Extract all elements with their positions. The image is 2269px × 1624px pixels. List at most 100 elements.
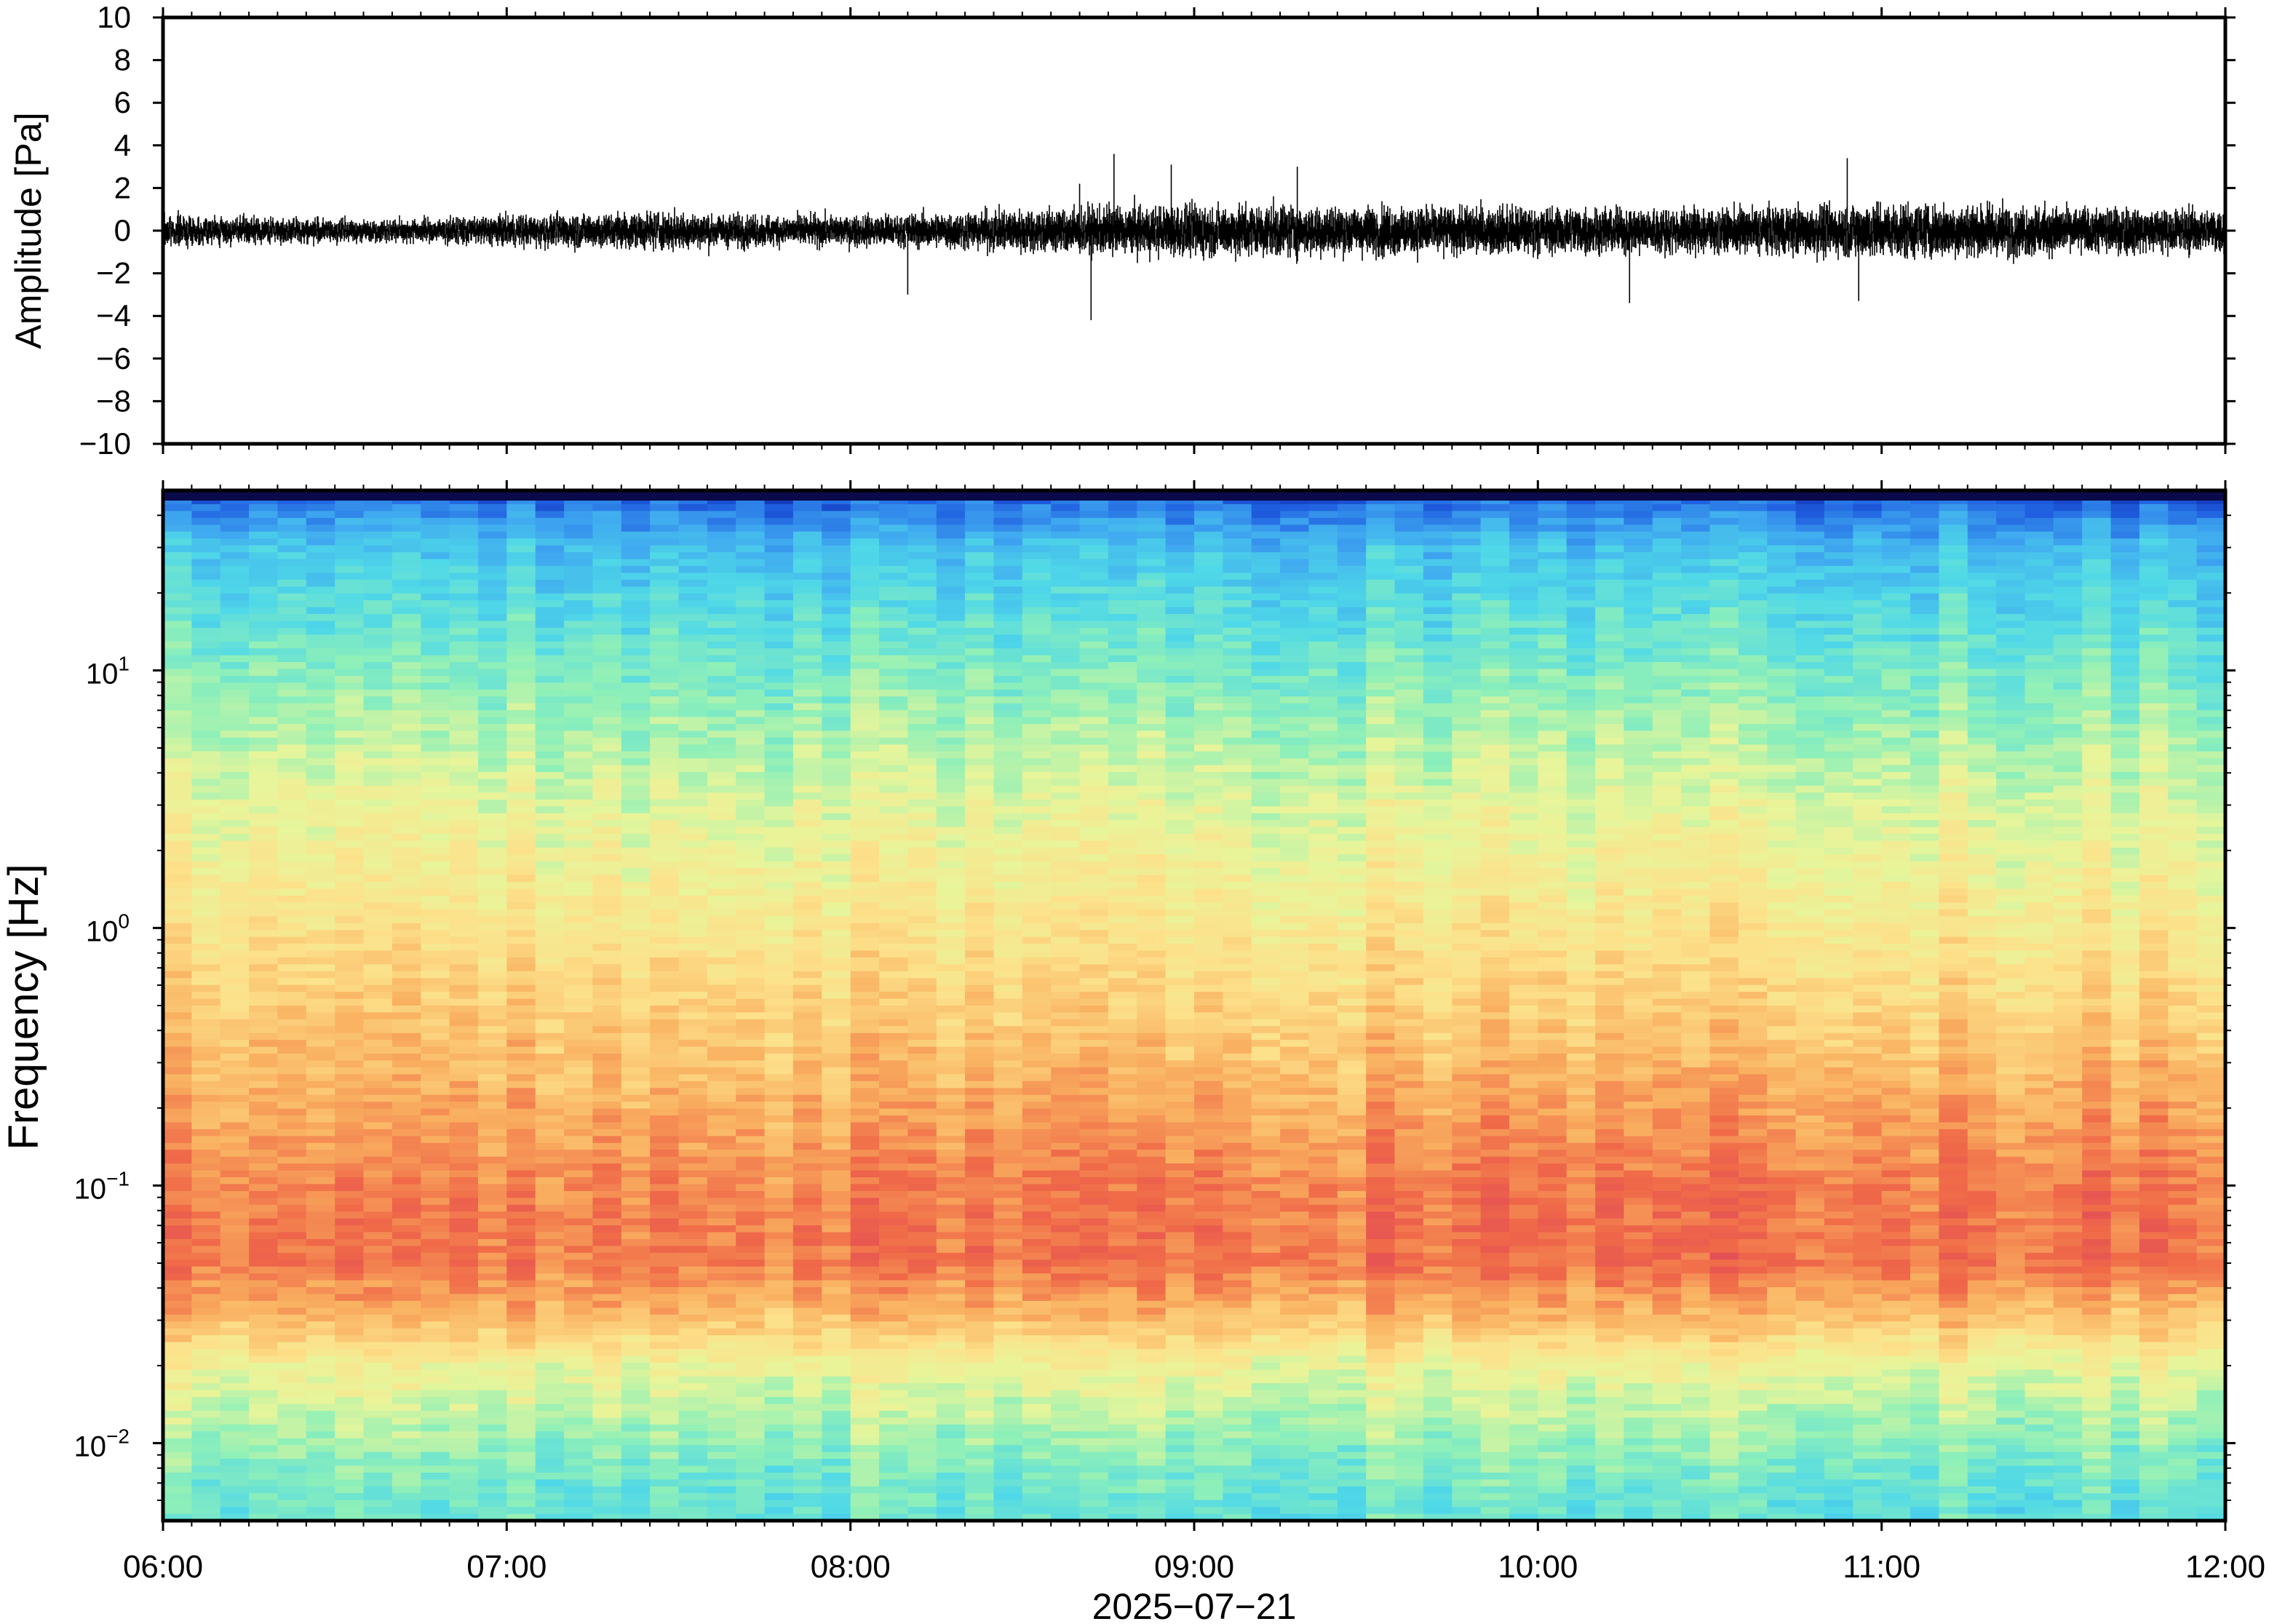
- spectrogram-cell: [191, 675, 221, 684]
- spectrogram-cell: [535, 888, 565, 896]
- spectrogram-cell: [249, 1349, 279, 1357]
- spectrogram-cell: [564, 538, 594, 546]
- spectrogram-cell: [879, 785, 909, 794]
- spectrogram-cell: [306, 1424, 335, 1432]
- spectrogram-cell: [965, 1438, 995, 1446]
- spectrogram-cell: [792, 1438, 823, 1446]
- spectrogram-cell: [736, 1184, 766, 1192]
- spectrogram-cell: [965, 1156, 995, 1164]
- spectrogram-cell: [220, 1163, 250, 1171]
- amplitude-y-tick-label: −6: [96, 341, 131, 375]
- spectrogram-cell: [936, 1122, 966, 1130]
- spectrogram-cell: [965, 655, 995, 663]
- spectrogram-cell: [707, 1472, 737, 1481]
- spectrogram-cell: [879, 964, 909, 972]
- spectrogram-cell: [621, 1431, 651, 1439]
- spectrogram-cell: [220, 758, 250, 766]
- spectrogram-cell: [220, 1019, 250, 1027]
- spectrogram-cell: [535, 1054, 565, 1062]
- spectrogram-cell: [621, 1342, 651, 1350]
- spectrogram-cell: [850, 724, 880, 732]
- spectrogram-cell: [277, 634, 307, 642]
- spectrogram-cell: [879, 1445, 909, 1453]
- spectrogram-cell: [678, 1012, 708, 1020]
- spectrogram-cell: [736, 517, 766, 525]
- spectrogram-cell: [535, 1431, 565, 1439]
- spectrogram-cell: [707, 607, 737, 615]
- spectrogram-cell: [421, 1163, 450, 1171]
- spectrogram-cell: [564, 1259, 594, 1267]
- spectrogram-cell: [1051, 1424, 1081, 1432]
- spectrogram-cell: [850, 1404, 880, 1412]
- spectrogram-cell: [220, 930, 250, 938]
- spectrogram-cell: [879, 586, 909, 594]
- spectrogram-cell: [736, 710, 766, 718]
- spectrogram-cell: [277, 820, 307, 828]
- spectrogram-cell: [1022, 1190, 1052, 1199]
- spectrogram-cell: [907, 675, 937, 684]
- spectrogram-cell: [506, 1472, 536, 1481]
- spectrogram-cell: [936, 1115, 966, 1123]
- spectrogram-cell: [363, 936, 393, 944]
- spectrogram-cell: [220, 600, 250, 608]
- spectrogram-cell: [277, 497, 307, 505]
- spectrogram-cell: [220, 896, 250, 904]
- spectrogram-cell: [220, 1204, 250, 1212]
- spectrogram-cell: [478, 586, 508, 594]
- spectrogram-cell: [678, 875, 708, 883]
- spectrogram-cell: [993, 1472, 1023, 1481]
- spectrogram-cell: [220, 751, 250, 759]
- spectrogram-cell: [907, 957, 937, 966]
- spectrogram-cell: [163, 724, 193, 732]
- spectrogram-cell: [764, 559, 794, 567]
- spectrogram-cell: [850, 1307, 880, 1315]
- spectrogram-cell: [564, 648, 594, 656]
- spectrogram-cell: [335, 1060, 365, 1068]
- spectrogram-cell: [1051, 1198, 1081, 1206]
- spectrogram-cell: [792, 1074, 823, 1082]
- spectrogram-cell: [363, 744, 393, 752]
- spectrogram-cell: [191, 1513, 221, 1521]
- spectrogram-cell: [306, 1026, 335, 1034]
- spectrogram-column: [191, 490, 221, 1521]
- spectrogram-cell: [1079, 1177, 1109, 1185]
- spectrogram-cell: [163, 682, 193, 690]
- spectrogram-cell: [191, 1046, 221, 1054]
- spectrogram-cell: [306, 944, 335, 952]
- spectrogram-cell: [1079, 820, 1109, 828]
- spectrogram-cell: [592, 847, 622, 856]
- spectrogram-cell: [822, 1232, 851, 1240]
- spectrogram-cell: [535, 531, 565, 539]
- spectrogram-cell: [163, 1156, 193, 1164]
- spectrogram-cell: [449, 840, 479, 848]
- spectrogram-cell: [907, 840, 937, 848]
- spectrogram-cell: [277, 758, 307, 766]
- spectrogram-cell: [363, 1404, 393, 1412]
- spectrogram-cell: [1051, 1273, 1081, 1281]
- spectrogram-cell: [277, 648, 307, 656]
- spectrogram-cell: [1079, 1328, 1109, 1336]
- spectrogram-cell: [335, 1493, 365, 1501]
- spectrogram-cell: [1022, 1465, 1052, 1473]
- spectrogram-cell: [220, 1046, 250, 1054]
- spectrogram-cell: [363, 820, 393, 828]
- spectrogram-cell: [707, 1479, 737, 1487]
- spectrogram-cell: [306, 1136, 335, 1144]
- spectrogram-cell: [421, 1280, 450, 1288]
- spectrogram-cell: [392, 1026, 422, 1034]
- spectrogram-cell: [1022, 882, 1052, 890]
- spectrogram-cell: [163, 1445, 193, 1453]
- spectrogram-cell: [306, 950, 335, 958]
- spectrogram-cell: [678, 1259, 708, 1267]
- spectrogram-cell: [965, 579, 995, 587]
- spectrogram-cell: [707, 662, 737, 670]
- spectrogram-cell: [1022, 696, 1052, 704]
- spectrogram-cell: [792, 1411, 823, 1419]
- spectrogram-cell: [392, 607, 422, 615]
- spectrogram-cell: [879, 1438, 909, 1446]
- spectrogram-cell: [907, 1431, 937, 1439]
- spectrogram-cell: [363, 648, 393, 656]
- spectrogram-cell: [822, 1362, 851, 1371]
- spectrogram-cell: [850, 552, 880, 560]
- spectrogram-cell: [650, 1507, 680, 1515]
